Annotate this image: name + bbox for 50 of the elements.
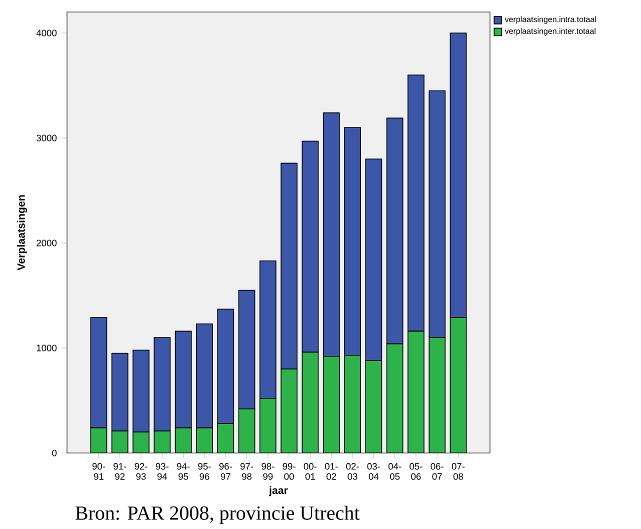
bar xyxy=(260,398,276,453)
bar xyxy=(196,428,213,453)
x-tick-label: 05-06 xyxy=(410,463,422,480)
legend-label: verplaatsingen.inter.totaal xyxy=(504,28,596,36)
bar xyxy=(238,408,255,453)
bar xyxy=(344,355,361,453)
x-tick-label: 96-97 xyxy=(219,463,232,480)
x-tick-label: 91-92 xyxy=(114,463,126,480)
bar xyxy=(90,428,107,453)
x-tick-label: 03-04 xyxy=(367,463,380,480)
x-tick-label: 04-05 xyxy=(388,463,402,480)
x-tick-label: 92-93 xyxy=(134,463,148,480)
x-tick-label: 07-08 xyxy=(452,463,465,480)
bar xyxy=(154,430,170,453)
x-tick-label: 99-00 xyxy=(282,463,296,480)
x-tick-label: 93-94 xyxy=(156,463,169,480)
bar xyxy=(132,350,150,432)
bar xyxy=(386,344,403,453)
bar xyxy=(175,428,192,453)
bar xyxy=(281,369,298,453)
text: Bron: PAR 2008, provincie Utrecht xyxy=(76,506,360,524)
y-tick-label: 3000 xyxy=(36,134,57,142)
y-tick-label: 0 xyxy=(52,450,57,456)
bar xyxy=(408,331,424,453)
bar xyxy=(323,356,340,453)
bar xyxy=(302,352,318,453)
bar xyxy=(429,338,446,453)
x-tick-label: 01-02 xyxy=(324,463,338,480)
x-tick-label: 00-01 xyxy=(304,463,317,480)
bar xyxy=(174,330,192,428)
x-tick-label: 90-91 xyxy=(92,463,106,480)
x-axis-title: jaar xyxy=(268,486,288,496)
x-tick-label: 06-07 xyxy=(430,463,444,480)
bar xyxy=(111,352,128,432)
x-tick-label: 98-99 xyxy=(262,463,274,480)
x-tick-label: 97-98 xyxy=(240,463,254,480)
y-tick-label: 1000 xyxy=(36,344,57,352)
legend-label: verplaatsingen.intra.totaal xyxy=(504,16,596,24)
y-tick-label: 2000 xyxy=(36,240,57,246)
bar xyxy=(112,430,128,453)
bar xyxy=(196,323,213,428)
bar xyxy=(450,317,467,453)
x-tick-label: 94-95 xyxy=(177,463,190,480)
x-tick-label: 02-03 xyxy=(346,463,359,480)
y-tick-label: 4000 xyxy=(36,30,57,36)
x-tick-label: 95-96 xyxy=(198,463,211,480)
bar xyxy=(218,424,234,453)
bar xyxy=(154,337,171,432)
bar xyxy=(366,360,382,453)
y-axis-title: Verplaatsingen xyxy=(17,195,28,270)
